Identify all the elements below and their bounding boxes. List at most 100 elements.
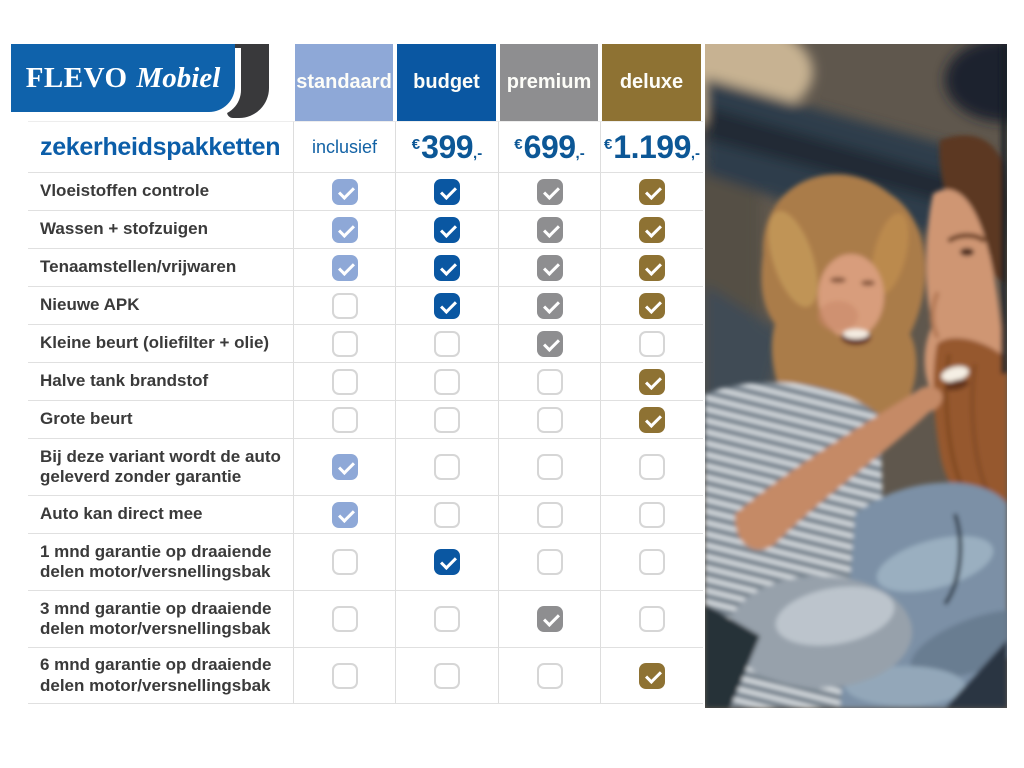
package-header-cell: budget [395,44,498,121]
checkbox-premium-2[interactable] [536,254,563,281]
feature-cell-premium [498,590,600,647]
feature-cell-budget [395,248,498,286]
checkbox-deluxe-6[interactable] [639,406,665,433]
checkbox-standaard-10[interactable] [331,606,358,632]
feature-cell-standaard [293,172,395,210]
checkbox-deluxe-4[interactable] [639,330,665,357]
checkbox-deluxe-10[interactable] [639,606,665,632]
checkbox-budget-4[interactable] [434,330,460,357]
checkbox-standaard-7[interactable] [331,454,358,480]
checkbox-premium-3[interactable] [536,292,563,319]
checkbox-standaard-5[interactable] [331,368,358,395]
checkbox-budget-7[interactable] [434,454,460,480]
feature-cell-standaard [293,248,395,286]
checkbox-deluxe-2[interactable] [639,254,665,281]
feature-cell-premium [498,495,600,533]
feature-cell-deluxe [600,495,703,533]
checkbox-deluxe-0[interactable] [639,178,665,205]
checkbox-budget-1[interactable] [434,216,460,243]
feature-cell-standaard [293,210,395,248]
package-header-label: budget [413,71,480,93]
package-header-label: deluxe [619,71,684,93]
checkbox-premium-0[interactable] [536,178,563,205]
feature-cell-premium [498,438,600,495]
feature-cell-premium [498,362,600,400]
package-header-standaard: standaard [295,44,393,121]
feature-cell-deluxe [600,324,703,362]
price-value-deluxe: €1.199,- [604,129,700,166]
checkbox-budget-8[interactable] [434,501,460,528]
checkbox-budget-10[interactable] [434,606,460,632]
checkbox-deluxe-7[interactable] [639,454,665,480]
feature-label: Wassen + stofzuigen [28,210,293,248]
feature-label: 1 mnd garantie op draaiende delen motor/… [28,533,293,590]
price-amount: 399 [421,128,474,165]
checkbox-standaard-1[interactable] [331,216,358,243]
package-header-label: standaard [296,71,392,93]
feature-cell-deluxe [600,647,703,704]
checkbox-budget-6[interactable] [434,406,460,433]
feature-cell-budget [395,362,498,400]
feature-cell-standaard [293,647,395,704]
checkbox-standaard-0[interactable] [331,178,358,205]
feature-cell-premium [498,248,600,286]
feature-cell-standaard [293,362,395,400]
feature-cell-budget [395,590,498,647]
feature-label: Halve tank brandstof [28,362,293,400]
checkbox-deluxe-11[interactable] [639,662,665,689]
checkbox-premium-1[interactable] [536,216,563,243]
checkbox-deluxe-5[interactable] [639,368,665,395]
checkbox-standaard-2[interactable] [331,254,358,281]
feature-cell-deluxe [600,286,703,324]
checkbox-budget-5[interactable] [434,368,460,395]
checkbox-premium-6[interactable] [536,406,563,433]
checkbox-premium-10[interactable] [536,606,563,632]
checkbox-standaard-9[interactable] [331,549,358,575]
checkbox-budget-3[interactable] [434,292,460,319]
package-header-deluxe: deluxe [602,44,701,121]
feature-label: 6 mnd garantie op draaiende delen motor/… [28,647,293,704]
checkbox-budget-2[interactable] [434,254,460,281]
checkbox-standaard-4[interactable] [331,330,358,357]
checkbox-budget-11[interactable] [434,662,460,689]
feature-cell-deluxe [600,210,703,248]
feature-cell-premium [498,400,600,438]
feature-cell-budget [395,210,498,248]
package-header-cell: premium [498,44,600,121]
checkbox-premium-8[interactable] [536,501,563,528]
euro-sign: € [603,135,613,153]
feature-cell-budget [395,286,498,324]
checkbox-premium-5[interactable] [536,368,563,395]
feature-cell-budget [395,495,498,533]
checkbox-standaard-11[interactable] [331,662,358,689]
checkbox-deluxe-1[interactable] [639,216,665,243]
feature-cell-premium [498,533,600,590]
price-deluxe: €1.199,- [600,121,703,172]
checkbox-standaard-8[interactable] [331,501,358,528]
checkbox-premium-4[interactable] [536,330,563,357]
feature-cell-premium [498,647,600,704]
logo-plate: FLEVO Mobiel [11,44,235,112]
feature-cell-deluxe [600,362,703,400]
feature-label: Vloeistoffen controle [28,172,293,210]
checkbox-deluxe-9[interactable] [639,549,665,575]
feature-label: Nieuwe APK [28,286,293,324]
checkbox-premium-7[interactable] [536,454,563,480]
package-header-cell: deluxe [600,44,703,121]
checkbox-deluxe-3[interactable] [639,292,665,319]
checkbox-standaard-6[interactable] [331,406,358,433]
feature-label: Auto kan direct mee [28,495,293,533]
feature-label: Grote beurt [28,400,293,438]
price-premium: €699,- [498,121,600,172]
checkbox-deluxe-8[interactable] [639,501,665,528]
feature-cell-standaard [293,324,395,362]
euro-sign: € [411,135,421,153]
checkbox-premium-9[interactable] [536,549,563,575]
checkbox-budget-0[interactable] [434,178,460,205]
checkbox-premium-11[interactable] [536,662,563,689]
checkbox-standaard-3[interactable] [331,292,358,319]
package-header-premium: premium [500,44,598,121]
checkbox-budget-9[interactable] [434,549,460,575]
feature-cell-deluxe [600,590,703,647]
